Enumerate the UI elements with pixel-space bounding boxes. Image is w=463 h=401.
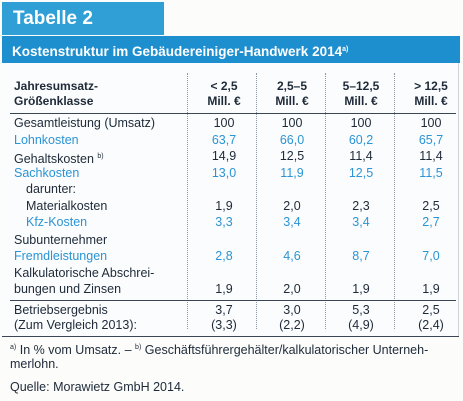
row-label-lohnkosten: Lohnkosten bbox=[14, 133, 79, 147]
column-separator bbox=[394, 73, 395, 329]
cell-betriebsergebnis-1: 3,7 bbox=[215, 303, 233, 317]
row-label-kfz-kosten: Kfz-Kosten bbox=[26, 215, 88, 229]
cell-vergleich-1: (3,3) bbox=[211, 318, 237, 332]
cell-lohnkosten-4: 65,7 bbox=[418, 133, 444, 147]
cell-gehaltskosten-1: 14,9 bbox=[211, 149, 237, 163]
column-header-2-line1: 2,5–5 bbox=[276, 79, 308, 93]
cell-kfz-kosten-3: 3,4 bbox=[352, 215, 370, 229]
cell-betriebsergebnis-4: 2,5 bbox=[422, 303, 440, 317]
cell-vergleich-2: (2,2) bbox=[279, 318, 305, 332]
column-separator bbox=[325, 73, 326, 329]
cell-materialkosten-3: 2,3 bbox=[352, 199, 370, 213]
row-label-vergleich-2013: (Zum Vergleich 2013): bbox=[14, 318, 137, 332]
cell-gesamtleistung-4: 100 bbox=[420, 116, 442, 130]
footnote-rule bbox=[2, 336, 459, 337]
cell-kfz-kosten-2: 3,4 bbox=[283, 215, 301, 229]
header-rule bbox=[10, 113, 456, 114]
footnote-a-mark: a) bbox=[10, 344, 17, 351]
cell-sachkosten-4: 11,5 bbox=[419, 166, 443, 180]
cell-gehaltskosten-4: 11,4 bbox=[419, 149, 443, 163]
column-header-4-line2: Mill. € bbox=[414, 94, 448, 108]
footnote-b-mark: b) bbox=[135, 344, 142, 351]
column-header-4-line1: > 12,5 bbox=[414, 79, 448, 93]
row-label-gesamtleistung: Gesamtleistung (Umsatz) bbox=[14, 116, 156, 130]
row-label-materialkosten: Materialkosten bbox=[26, 199, 108, 213]
source-note: Quelle: Morawietz GmbH 2014. bbox=[10, 380, 185, 394]
cell-fremdleistungen-4: 7,0 bbox=[422, 249, 440, 263]
table-label: Tabelle 2 bbox=[2, 2, 164, 35]
cell-fremdleistungen-3: 8,7 bbox=[352, 249, 370, 263]
cell-lohnkosten-1: 63,7 bbox=[211, 133, 237, 147]
row-label-darunter: darunter: bbox=[26, 182, 77, 196]
cell-gesamtleistung-2: 100 bbox=[281, 116, 303, 130]
cell-kfz-kosten-1: 3,3 bbox=[215, 215, 233, 229]
table-title-bar: Kostenstruktur im Gebäudereiniger-Handwe… bbox=[2, 36, 460, 63]
cell-materialkosten-4: 2,5 bbox=[422, 199, 440, 213]
column-header-2-line2: Mill. € bbox=[275, 94, 309, 108]
cell-betriebsergebnis-2: 3,0 bbox=[283, 303, 301, 317]
column-header-3-line2: Mill. € bbox=[344, 94, 378, 108]
cell-materialkosten-2: 2,0 bbox=[283, 199, 301, 213]
column-header-1-line1: < 2,5 bbox=[210, 79, 238, 93]
result-rule bbox=[10, 300, 456, 301]
cell-fremdleistungen-2: 4,6 bbox=[283, 249, 301, 263]
gehaltskosten-footnote-mark: b) bbox=[97, 153, 104, 160]
row-label-fremdleistungen: Fremdleistungen bbox=[14, 249, 108, 263]
footnote-line1: a) In % vom Umsatz. – b) Geschäftsführer… bbox=[10, 340, 428, 358]
footnote-b-text: Geschäftsführergehälter/kalkulatorischer… bbox=[144, 343, 429, 357]
row-label-subunternehmer: Subunternehmer bbox=[14, 233, 108, 247]
row-label-gehaltskosten: Gehaltskosten b) bbox=[14, 149, 104, 167]
cell-kalkulatorisch-2: 2,0 bbox=[283, 282, 301, 296]
column-header-3-line1: 5–12,5 bbox=[342, 79, 380, 93]
cell-betriebsergebnis-3: 5,3 bbox=[352, 303, 370, 317]
cell-fremdleistungen-1: 2,8 bbox=[215, 249, 233, 263]
cell-lohnkosten-3: 60,2 bbox=[348, 133, 374, 147]
cell-kalkulatorisch-3: 1,9 bbox=[352, 282, 370, 296]
footnote-a-text: In % vom Umsatz. – bbox=[19, 343, 132, 357]
cell-lohnkosten-2: 66,0 bbox=[279, 133, 305, 147]
column-header-1-line2: Mill. € bbox=[207, 94, 241, 108]
row-label-gehaltskosten-text: Gehaltskosten bbox=[14, 152, 94, 166]
cell-materialkosten-1: 1,9 bbox=[215, 199, 233, 213]
column-separator bbox=[187, 73, 188, 329]
column-separator bbox=[256, 73, 257, 329]
cell-kalkulatorisch-1: 1,9 bbox=[215, 282, 233, 296]
cell-kfz-kosten-4: 2,7 bbox=[422, 215, 440, 229]
cell-sachkosten-1: 13,0 bbox=[211, 166, 237, 180]
cell-gehaltskosten-2: 12,5 bbox=[279, 149, 305, 163]
cost-table: Jahresumsatz- Größenklasse < 2,5 Mill. €… bbox=[2, 63, 459, 336]
row-header-label-line1: Jahresumsatz- bbox=[14, 79, 99, 93]
table-title: Kostenstruktur im Gebäudereiniger-Handwe… bbox=[12, 44, 343, 59]
row-label-betriebsergebnis: Betriebsergebnis bbox=[14, 303, 108, 317]
cell-vergleich-4: (2,4) bbox=[418, 318, 444, 332]
row-label-sachkosten: Sachkosten bbox=[14, 166, 80, 180]
title-footnote-mark: a) bbox=[342, 46, 349, 53]
row-label-kalkulatorisch-line1: Kalkulatorische Abschrei- bbox=[14, 266, 155, 280]
row-label-kalkulatorisch-line2: bungen und Zinsen bbox=[14, 282, 122, 296]
cell-gesamtleistung-3: 100 bbox=[350, 116, 372, 130]
cell-sachkosten-3: 12,5 bbox=[348, 166, 374, 180]
cell-vergleich-3: (4,9) bbox=[348, 318, 374, 332]
footnote-line2: merlohn. bbox=[10, 357, 59, 371]
cell-gesamtleistung-1: 100 bbox=[213, 116, 235, 130]
cell-sachkosten-2: 11,9 bbox=[280, 166, 304, 180]
row-header-label-line2: Größenklasse bbox=[14, 94, 94, 108]
cell-kalkulatorisch-4: 1,9 bbox=[422, 282, 440, 296]
cell-gehaltskosten-3: 11,4 bbox=[349, 149, 373, 163]
